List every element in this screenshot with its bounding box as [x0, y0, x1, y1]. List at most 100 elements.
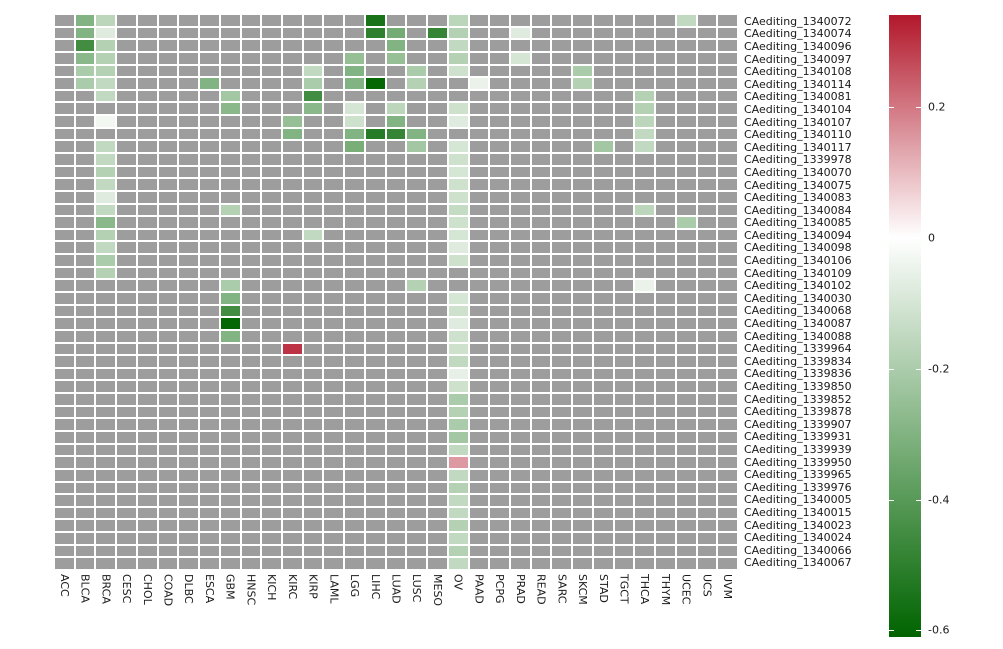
heatmap-cell [55, 103, 74, 115]
heatmap-cell [552, 419, 572, 430]
heatmap-cell [158, 217, 178, 228]
heatmap-cell [117, 65, 136, 77]
heatmap-cell [241, 90, 261, 102]
heatmap-cell [593, 255, 613, 266]
heatmap-cell [282, 406, 302, 418]
heatmap-cell [490, 482, 509, 494]
heatmap-cell [345, 15, 364, 26]
heatmap-cell [552, 27, 572, 39]
heatmap-cell [179, 293, 199, 304]
heatmap-cell [137, 242, 157, 254]
heatmap-cell [407, 154, 427, 165]
heatmap-cell [407, 318, 427, 329]
heatmap-cell [365, 65, 385, 77]
heatmap-cell [531, 469, 551, 481]
heatmap-cell [718, 318, 737, 329]
heatmap-cell [697, 343, 717, 355]
column-label: THYM [658, 574, 672, 606]
heatmap-cell [573, 343, 592, 355]
heatmap-cell [676, 154, 696, 165]
heatmap-cell [697, 280, 717, 291]
heatmap-cell [158, 469, 178, 481]
heatmap-cell [552, 141, 572, 152]
heatmap-cell [303, 40, 323, 51]
heatmap-cell [137, 533, 157, 544]
heatmap-cell [593, 318, 613, 329]
heatmap-cell [200, 154, 219, 165]
heatmap-cell [552, 368, 572, 380]
heatmap-cell [179, 419, 199, 430]
heatmap-cell [448, 191, 468, 203]
heatmap-cell [220, 330, 240, 342]
heatmap-cell [75, 406, 95, 418]
heatmap-cell [365, 154, 385, 165]
heatmap-cell [697, 255, 717, 266]
heatmap-cell [697, 356, 717, 367]
heatmap-cell [179, 116, 199, 127]
row-label: CAediting_1340084 [744, 203, 852, 217]
heatmap-cell [718, 90, 737, 102]
heatmap-cell [676, 78, 696, 89]
heatmap-cell [262, 381, 281, 393]
heatmap-cell [282, 229, 302, 241]
heatmap-cell [200, 507, 219, 519]
heatmap-cell [324, 469, 344, 481]
heatmap-cell [552, 255, 572, 266]
heatmap-cell [179, 343, 199, 355]
heatmap-cell [55, 27, 74, 39]
heatmap-cell [179, 381, 199, 393]
heatmap-cell [697, 65, 717, 77]
heatmap-cell [303, 141, 323, 152]
column-label: UVM [721, 574, 735, 600]
heatmap-cell [96, 90, 116, 102]
heatmap-cell [282, 65, 302, 77]
heatmap-cell [75, 495, 95, 506]
heatmap-cell [324, 507, 344, 519]
heatmap-cell [428, 558, 447, 569]
heatmap-cell [324, 406, 344, 418]
heatmap-cell [241, 533, 261, 544]
heatmap-cell [573, 166, 592, 178]
heatmap-cell [697, 128, 717, 140]
heatmap-cell [324, 65, 344, 77]
heatmap-cell [96, 495, 116, 506]
heatmap-cell [386, 558, 406, 569]
heatmap-cell [179, 128, 199, 140]
heatmap-cell [137, 305, 157, 317]
heatmap-cell [158, 330, 178, 342]
column-label: LUSC [410, 574, 424, 603]
row-label: CAediting_1340096 [744, 39, 852, 53]
heatmap-cell [55, 217, 74, 228]
heatmap-cell [552, 432, 572, 443]
heatmap-cell [490, 280, 509, 291]
heatmap-cell [55, 15, 74, 26]
heatmap-cell [137, 90, 157, 102]
heatmap-cell [345, 305, 364, 317]
heatmap-cell [96, 305, 116, 317]
heatmap-cell [55, 255, 74, 266]
colorbar-tick [889, 630, 894, 632]
heatmap-cell [220, 141, 240, 152]
heatmap-cell [656, 318, 675, 329]
heatmap-cell [117, 533, 136, 544]
heatmap-cell [179, 330, 199, 342]
heatmap-cell [428, 293, 447, 304]
heatmap-cell [407, 255, 427, 266]
heatmap-cell [573, 432, 592, 443]
heatmap-cell [55, 166, 74, 178]
heatmap-cell [635, 154, 655, 165]
heatmap-cell [614, 78, 634, 89]
heatmap-cell [510, 40, 530, 51]
heatmap-cell [55, 507, 74, 519]
heatmap-cell [635, 432, 655, 443]
heatmap-cell [635, 293, 655, 304]
heatmap-cell [96, 432, 116, 443]
heatmap-cell [262, 267, 281, 279]
heatmap-cell [282, 381, 302, 393]
heatmap-cell [656, 520, 675, 532]
colorbar-tick [889, 499, 894, 501]
heatmap-cell [241, 103, 261, 115]
heatmap-cell [96, 558, 116, 569]
heatmap-cell [386, 406, 406, 418]
heatmap-cell [490, 444, 509, 456]
